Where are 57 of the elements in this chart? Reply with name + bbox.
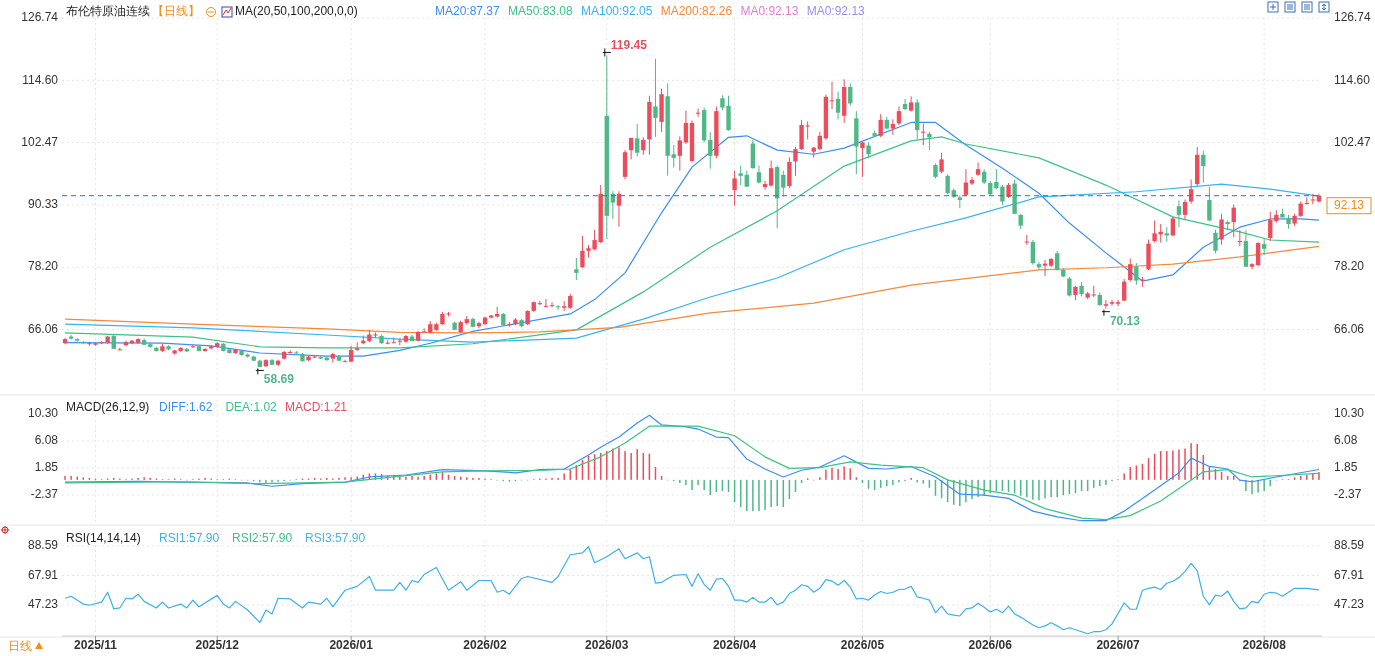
y2-tick-label: 47.23 [1334,597,1365,612]
y-tick-label: 102.47 [21,134,59,149]
annotation: 58.69 [263,372,295,387]
y-tick-label: 126.74 [21,10,59,25]
annotation: RSI3:57.90 [305,531,366,546]
x-tick-label: 2026/08 [1242,638,1287,652]
x-tick-label: 2026/07 [1096,638,1141,652]
y2-tick-label: 78.20 [1334,259,1365,274]
x-tick-label: 2026/02 [463,638,508,652]
y-tick-label: 88.59 [27,538,59,553]
x-tick-label: 2025/11 [74,638,118,652]
y2-tick-label: 102.47 [1334,134,1372,149]
annotation: 70.13 [1109,313,1141,328]
text: MACD:1.21 [285,400,348,415]
y-tick-label: 1.85 [34,460,59,475]
text: RSI1:57.90 [159,531,220,546]
text: DEA:1.02 [225,400,278,415]
y-tick-label: 10.30 [27,406,59,421]
y2-tick-label: 1.85 [1334,460,1358,475]
chart-title: RSI(14,14,14) [66,531,141,546]
text: MA20:87.37 [435,4,501,19]
y-tick-label: 114.60 [22,72,59,87]
x-tick-label: 2026/04 [712,638,757,652]
y-tick-label: -2.37 [30,487,59,502]
y-tick-label: 47.23 [27,597,59,612]
y-tick-label: 66.06 [27,321,59,336]
x-tick-label: 2026/05 [840,638,885,652]
annotation: MA0:92.13 [740,4,799,19]
ref-line-label: 92.13 [1333,197,1365,212]
annotation: MA0:92.13 [806,4,866,19]
text: MA50:83.08 [508,4,574,19]
y2-tick-label: 88.59 [1334,538,1365,553]
y2-tick-label: 6.08 [1334,433,1358,448]
y2-tick-label: -2.37 [1334,487,1362,502]
text: DIFF:1.62 [159,400,213,415]
y2-tick-label: 114.60 [1334,72,1371,87]
text: MA100:92.05 [581,4,653,19]
text: MA200:82.26 [660,4,733,19]
y-tick-label: 78.20 [27,259,59,274]
annotation: RSI2:57.90 [232,531,293,546]
y2-tick-label: 67.91 [1334,567,1365,582]
x-axis-title: 日线 [8,639,32,653]
x-tick-label: 2026/01 [329,638,374,652]
chart-title: 布伦特原油连续 [66,4,150,19]
x-tick-label: 2026/03 [585,638,629,652]
legend-title: MA(20,50,100,200,0,0) [235,4,358,19]
y2-tick-label: 66.06 [1334,321,1365,336]
x-tick-label: 2026/06 [968,638,1013,652]
y2-tick-label: 10.30 [1334,406,1365,421]
y-tick-label: 90.33 [27,197,59,212]
annotation: 119.45 [610,38,648,53]
x-tick-label: 2025/12 [195,638,240,652]
y-tick-label: 67.91 [27,567,59,582]
y2-tick-label: 126.74 [1334,10,1372,25]
y-tick-label: 6.08 [34,433,59,448]
chart-title: MACD(26,12,9) [66,400,150,415]
chart-subtitle: 【日线】 [152,4,200,19]
